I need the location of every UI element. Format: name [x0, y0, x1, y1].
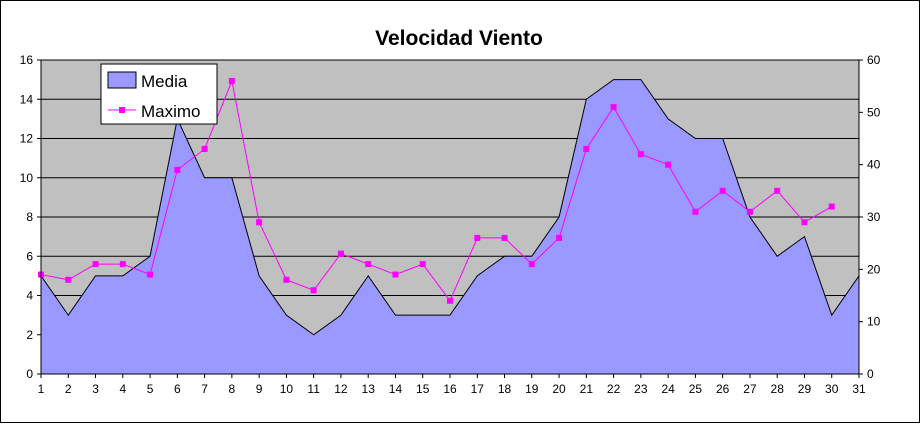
- x-tick-label: 30: [825, 382, 839, 396]
- maximo-point: [65, 276, 72, 283]
- y-left-tick-label: 4: [26, 289, 33, 303]
- maximo-point: [692, 208, 699, 215]
- maximo-point: [147, 271, 154, 278]
- y-left-tick-label: 12: [20, 132, 34, 146]
- maximo-point: [528, 261, 535, 268]
- maximo-point: [801, 219, 808, 226]
- x-tick-label: 27: [743, 382, 757, 396]
- maximo-point: [310, 287, 317, 294]
- x-tick-label: 22: [607, 382, 621, 396]
- x-tick-label: 2: [65, 382, 72, 396]
- maximo-point: [501, 234, 508, 241]
- x-tick-label: 11: [307, 382, 320, 396]
- y-right-tick-label: 50: [867, 105, 881, 119]
- legend-maximo-label: Maximo: [141, 102, 201, 121]
- maximo-point: [774, 187, 781, 194]
- x-tick-label: 26: [716, 382, 730, 396]
- x-tick-label: 5: [147, 382, 154, 396]
- y-left-tick-label: 10: [20, 171, 34, 185]
- y-right-tick-label: 40: [867, 158, 881, 172]
- maximo-point: [828, 203, 835, 210]
- x-tick-label: 13: [362, 382, 376, 396]
- maximo-point: [556, 234, 563, 241]
- legend-media-label: Media: [141, 72, 188, 91]
- x-tick-label: 7: [201, 382, 208, 396]
- x-tick-label: 15: [416, 382, 430, 396]
- line-maximo: [40, 79, 832, 302]
- maximo-point: [92, 261, 99, 268]
- x-tick-label: 1: [38, 382, 45, 396]
- y-left-tick-label: 14: [20, 92, 34, 106]
- x-tick-label: 4: [119, 382, 126, 396]
- series-maximo-line: [38, 77, 835, 304]
- y-left-tick-label: 8: [26, 210, 33, 224]
- x-tick-label: 9: [256, 382, 263, 396]
- legend: Media Maximo: [100, 63, 218, 125]
- y-right-tick-label: 0: [867, 367, 874, 381]
- legend-media-swatch: [107, 71, 137, 89]
- area-media: [40, 79, 860, 375]
- y-left-tick-label: 16: [20, 53, 34, 67]
- x-tick-label: 25: [689, 382, 703, 396]
- x-tick-label: 24: [661, 382, 675, 396]
- y-right-tick-label: 20: [867, 262, 881, 276]
- maximo-point: [337, 250, 344, 257]
- x-tick-label: 14: [389, 382, 403, 396]
- y-right-tick-label: 30: [867, 210, 881, 224]
- y-left-tick-label: 6: [26, 249, 33, 263]
- y-right-tick-label: 10: [867, 315, 881, 329]
- series-media-area: [40, 79, 860, 375]
- x-tick-label: 18: [498, 382, 512, 396]
- x-tick-label: 16: [443, 382, 457, 396]
- x-tick-label: 3: [92, 382, 99, 396]
- legend-maximo-marker: [119, 107, 125, 113]
- x-tick-label: 6: [174, 382, 181, 396]
- chart-title: Velocidad Viento: [375, 27, 543, 50]
- x-tick-label: 19: [525, 382, 539, 396]
- maximo-point: [392, 271, 399, 278]
- x-tick-label: 28: [771, 382, 785, 396]
- maximo-point: [283, 276, 290, 283]
- maximo-point: [637, 151, 644, 158]
- x-tick-label: 29: [798, 382, 812, 396]
- x-tick-label: 10: [280, 382, 294, 396]
- maximo-point: [665, 161, 672, 168]
- maximo-point: [447, 297, 453, 304]
- x-tick-label: 8: [229, 382, 236, 396]
- maximo-point: [256, 219, 263, 226]
- maximo-point: [119, 261, 126, 268]
- maximo-point: [719, 187, 726, 194]
- x-tick-label: 20: [552, 382, 566, 396]
- maximo-point: [201, 145, 208, 152]
- maximo-point: [746, 208, 753, 215]
- maximo-point: [174, 166, 181, 173]
- x-tick-label: 31: [852, 382, 866, 396]
- x-tick-label: 17: [471, 382, 485, 396]
- y-left-tick-label: 2: [26, 328, 33, 342]
- maximo-point: [228, 77, 235, 84]
- x-tick-label: 21: [580, 382, 594, 396]
- maximo-point: [419, 261, 426, 268]
- x-tick-label: 12: [334, 382, 348, 396]
- maximo-point: [610, 104, 617, 111]
- maximo-point: [583, 145, 590, 152]
- y-right-tick-label: 60: [867, 53, 881, 67]
- x-tick-label: 23: [634, 382, 648, 396]
- maximo-point: [474, 234, 481, 241]
- y-left-tick-label: 0: [26, 367, 33, 381]
- maximo-point: [365, 261, 372, 268]
